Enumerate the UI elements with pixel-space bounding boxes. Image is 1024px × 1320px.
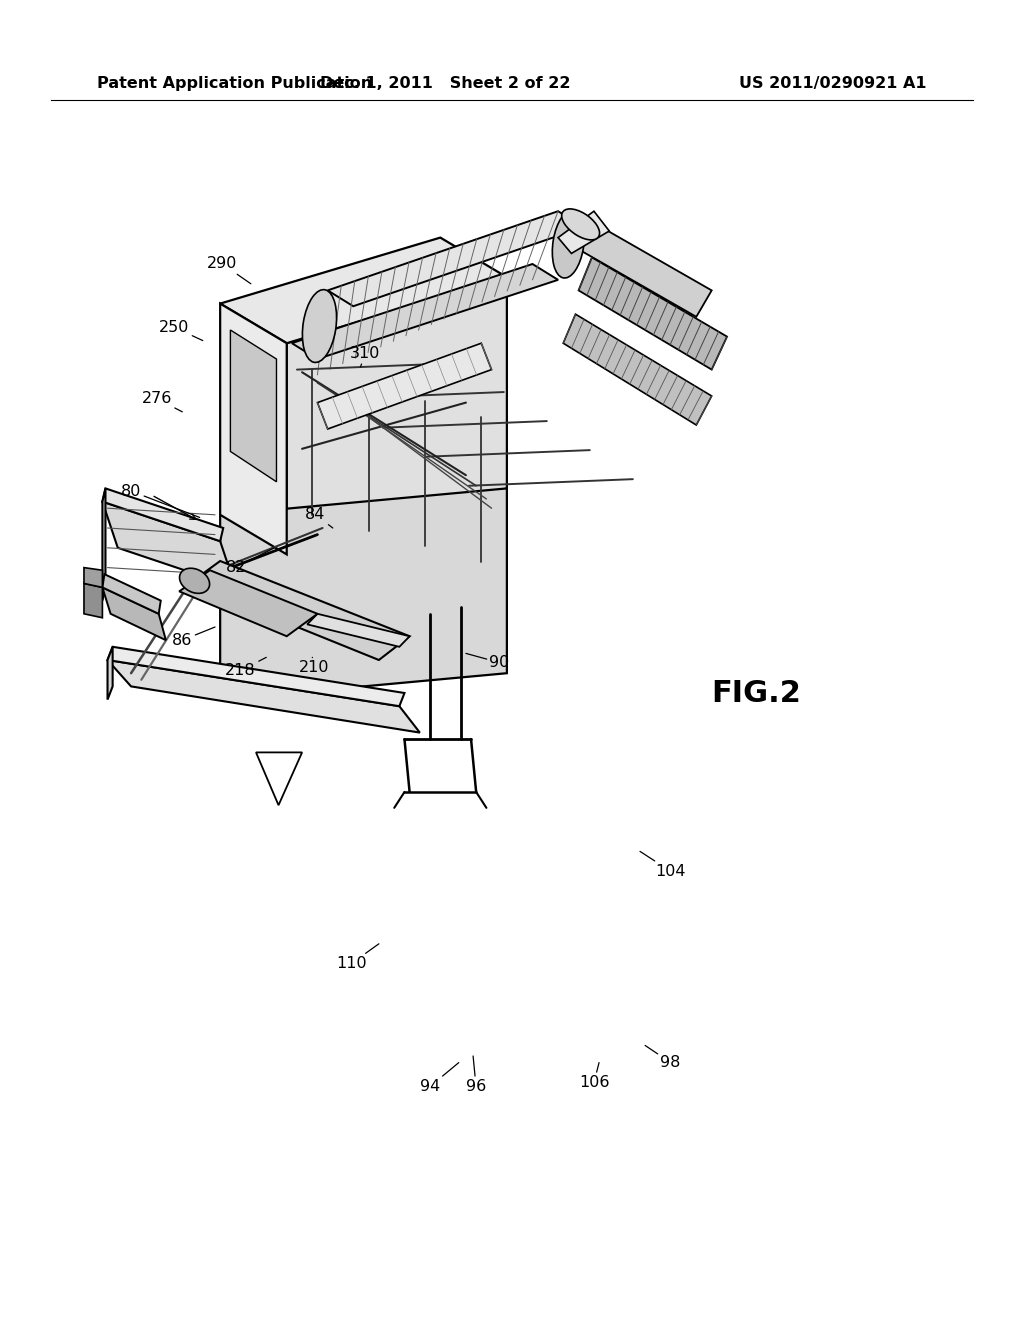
Polygon shape [102, 488, 223, 541]
Polygon shape [328, 211, 584, 306]
Polygon shape [558, 211, 609, 253]
Text: FIG.2: FIG.2 [712, 678, 802, 708]
Polygon shape [220, 238, 507, 343]
Text: Dec. 1, 2011   Sheet 2 of 22: Dec. 1, 2011 Sheet 2 of 22 [321, 77, 570, 91]
Polygon shape [307, 614, 410, 647]
Polygon shape [292, 264, 558, 359]
Text: 218: 218 [225, 657, 266, 678]
Polygon shape [220, 488, 507, 700]
Polygon shape [108, 660, 420, 733]
Polygon shape [108, 647, 404, 706]
Polygon shape [579, 257, 727, 370]
Polygon shape [287, 277, 507, 554]
Text: 104: 104 [640, 851, 686, 879]
Polygon shape [189, 561, 410, 660]
Polygon shape [230, 330, 276, 482]
Ellipse shape [179, 568, 210, 594]
Text: 106: 106 [579, 1063, 609, 1090]
Ellipse shape [552, 210, 585, 279]
Polygon shape [102, 587, 166, 640]
Polygon shape [317, 343, 492, 429]
Ellipse shape [561, 209, 600, 240]
Polygon shape [558, 211, 712, 317]
Text: 96: 96 [466, 1056, 486, 1094]
Polygon shape [220, 304, 287, 554]
Polygon shape [102, 502, 236, 587]
Polygon shape [256, 752, 302, 805]
Text: 210: 210 [299, 657, 330, 676]
Text: 98: 98 [645, 1045, 681, 1071]
Text: 90: 90 [466, 653, 510, 671]
Polygon shape [179, 570, 317, 636]
Text: 250: 250 [159, 319, 203, 341]
Text: 310: 310 [350, 346, 381, 367]
Polygon shape [102, 574, 161, 614]
Text: 290: 290 [207, 256, 251, 284]
Text: 86: 86 [172, 627, 215, 648]
Polygon shape [84, 583, 102, 618]
Polygon shape [563, 314, 712, 425]
Text: 82: 82 [225, 548, 274, 576]
Text: 94: 94 [420, 1063, 459, 1094]
Ellipse shape [302, 289, 337, 363]
Polygon shape [102, 488, 105, 601]
Text: Patent Application Publication: Patent Application Publication [97, 77, 373, 91]
Text: US 2011/0290921 A1: US 2011/0290921 A1 [739, 77, 927, 91]
Text: 80: 80 [121, 483, 200, 517]
Polygon shape [84, 568, 102, 587]
Text: 84: 84 [305, 507, 333, 528]
Text: 110: 110 [336, 944, 379, 972]
Text: 276: 276 [141, 391, 182, 412]
Polygon shape [108, 647, 113, 700]
